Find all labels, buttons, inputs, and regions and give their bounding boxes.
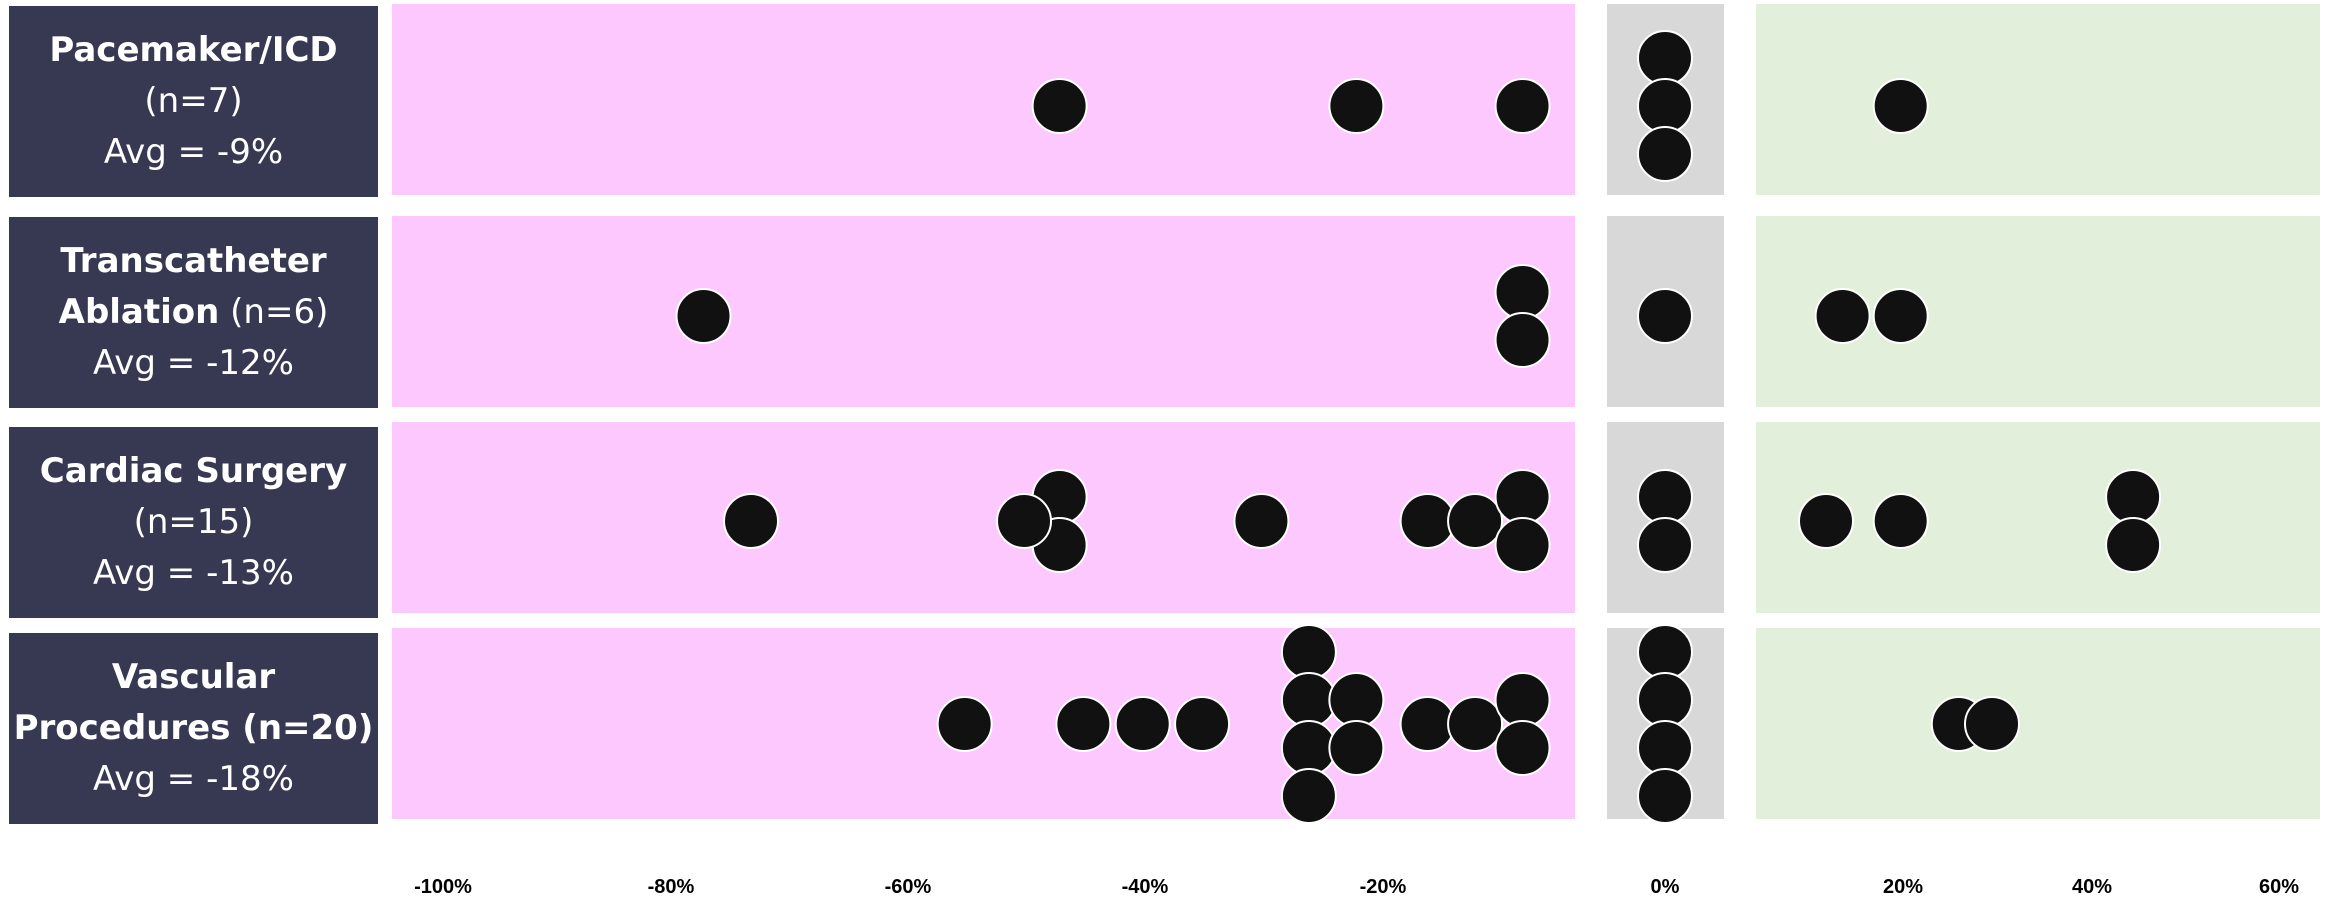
data-point bbox=[1637, 768, 1693, 824]
x-tick-label: 40% bbox=[2071, 876, 2113, 898]
data-point bbox=[1399, 493, 1456, 549]
x-tick-label: 60% bbox=[2258, 876, 2300, 898]
data-point bbox=[1798, 493, 1854, 549]
positive-zone bbox=[1756, 628, 2320, 819]
data-point bbox=[1280, 768, 1337, 824]
data-point bbox=[936, 696, 993, 752]
data-point bbox=[1280, 624, 1337, 680]
row-title: Vascular bbox=[111, 657, 276, 697]
row-average: Avg = -9% bbox=[103, 132, 284, 172]
row-title-2: Procedures (n=20) bbox=[13, 708, 374, 748]
row-count: (n=7) bbox=[144, 81, 243, 121]
data-point bbox=[1494, 78, 1551, 134]
data-point bbox=[1494, 469, 1551, 525]
row-count: (n=6) bbox=[230, 292, 329, 332]
x-tick-label: 0% bbox=[1650, 876, 1680, 898]
row-label-pacemaker: Pacemaker/ICD (n=7) Avg = -9% bbox=[9, 6, 378, 197]
data-point bbox=[1280, 720, 1337, 776]
x-tick-label: -60% bbox=[884, 876, 932, 898]
data-point bbox=[1872, 493, 1929, 549]
x-tick-label: -20% bbox=[1359, 876, 1407, 898]
data-point bbox=[996, 493, 1053, 549]
positive-zone bbox=[1756, 4, 2320, 195]
row-average: Avg = -18% bbox=[93, 759, 294, 799]
data-point bbox=[1328, 78, 1385, 134]
row-title: Pacemaker/ICD bbox=[49, 30, 338, 70]
data-point bbox=[1174, 696, 1231, 752]
data-point bbox=[1399, 696, 1456, 752]
data-point bbox=[1872, 78, 1929, 134]
row-label-cardiac-surgery: Cardiac Surgery (n=15) Avg = -13% bbox=[9, 427, 378, 618]
data-point bbox=[1055, 696, 1112, 752]
data-point bbox=[1637, 78, 1693, 134]
data-point bbox=[1637, 624, 1693, 680]
x-tick-label: 20% bbox=[1882, 876, 1924, 898]
data-point bbox=[1494, 264, 1551, 320]
x-tick-label: -80% bbox=[647, 876, 695, 898]
data-point bbox=[2105, 469, 2162, 525]
row-average: Avg = -13% bbox=[93, 553, 294, 593]
data-point bbox=[1494, 720, 1551, 776]
data-point bbox=[1637, 469, 1693, 525]
negative-zone bbox=[392, 216, 1575, 407]
row-label-ablation: Transcatheter Ablation (n=6) Avg = -12% bbox=[9, 217, 378, 408]
data-point bbox=[1328, 720, 1385, 776]
data-point bbox=[1494, 517, 1551, 573]
data-point bbox=[1114, 696, 1171, 752]
row-count: (n=15) bbox=[133, 502, 254, 542]
data-point bbox=[723, 493, 780, 549]
row-average: Avg = -12% bbox=[93, 343, 294, 383]
data-point bbox=[1233, 493, 1290, 549]
data-point bbox=[1964, 696, 2020, 752]
data-point bbox=[2105, 517, 2162, 573]
data-point bbox=[1814, 288, 1871, 344]
row-title-2: Ablation bbox=[58, 292, 220, 332]
x-tick-label: -40% bbox=[1121, 876, 1169, 898]
negative-zone bbox=[392, 422, 1575, 613]
data-point bbox=[1280, 672, 1337, 728]
data-point bbox=[1328, 672, 1385, 728]
row-title: Cardiac Surgery bbox=[39, 451, 348, 491]
row-title: Transcatheter bbox=[60, 241, 327, 281]
data-point bbox=[1637, 720, 1693, 776]
data-point bbox=[1872, 288, 1929, 344]
data-point bbox=[1637, 288, 1693, 344]
data-point bbox=[1031, 78, 1088, 134]
data-point bbox=[1494, 312, 1551, 368]
data-point bbox=[675, 288, 732, 344]
data-point bbox=[1637, 30, 1693, 86]
data-point bbox=[1447, 493, 1504, 549]
data-point bbox=[1637, 126, 1693, 182]
data-point bbox=[1494, 672, 1551, 728]
x-tick-label: -100% bbox=[414, 876, 472, 898]
row-label-vascular: Vascular Procedures (n=20) Avg = -18% bbox=[9, 633, 378, 824]
data-point bbox=[1637, 672, 1693, 728]
data-point bbox=[1447, 696, 1504, 752]
data-point bbox=[1637, 517, 1693, 573]
